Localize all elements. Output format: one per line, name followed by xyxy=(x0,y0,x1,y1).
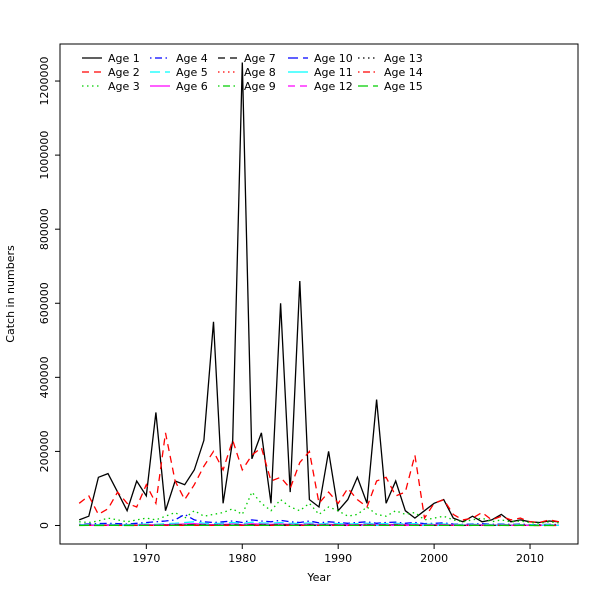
y-tick-label: 1200000 xyxy=(38,57,51,106)
legend-label: Age 2 xyxy=(108,66,140,79)
legend-item-age-11: Age 11 xyxy=(288,66,353,79)
legend-label: Age 15 xyxy=(384,80,423,93)
series-lines xyxy=(79,63,559,526)
legend-item-age-13: Age 13 xyxy=(358,52,423,65)
y-tick-label: 0 xyxy=(38,522,51,529)
legend-item-age-8: Age 8 xyxy=(218,66,276,79)
legend-item-age-3: Age 3 xyxy=(82,80,140,93)
legend-item-age-15: Age 15 xyxy=(358,80,423,93)
legend-label: Age 14 xyxy=(384,66,423,79)
legend-label: Age 4 xyxy=(176,52,208,65)
y-tick-label: 1000000 xyxy=(38,131,51,180)
legend-item-age-2: Age 2 xyxy=(82,66,140,79)
legend-item-age-7: Age 7 xyxy=(218,52,276,65)
legend-label: Age 12 xyxy=(314,80,353,93)
legend-item-age-6: Age 6 xyxy=(150,80,208,93)
legend-item-age-9: Age 9 xyxy=(218,80,276,93)
y-tick-label: 600000 xyxy=(38,282,51,324)
legend-item-age-5: Age 5 xyxy=(150,66,208,79)
legend-label: Age 3 xyxy=(108,80,140,93)
series-line-age-1 xyxy=(79,63,559,523)
legend-label: Age 11 xyxy=(314,66,353,79)
x-tick-label: 2010 xyxy=(516,552,544,565)
legend-label: Age 8 xyxy=(244,66,276,79)
x-axis: 1970 1980 1990 2000 2010 xyxy=(132,544,544,565)
y-axis: 0 200000 400000 600000 800000 1000000 1200000 xyxy=(38,57,60,529)
plot-border xyxy=(60,44,578,544)
legend-label: Age 5 xyxy=(176,66,208,79)
legend-item-age-12: Age 12 xyxy=(288,80,353,93)
legend-label: Age 9 xyxy=(244,80,276,93)
legend-label: Age 13 xyxy=(384,52,423,65)
y-tick-label: 800000 xyxy=(38,208,51,250)
legend-item-age-4: Age 4 xyxy=(150,52,208,65)
legend-item-age-1: Age 1 xyxy=(82,52,140,65)
y-tick-label: 200000 xyxy=(38,430,51,472)
legend-label: Age 7 xyxy=(244,52,276,65)
y-tick-label: 400000 xyxy=(38,356,51,398)
series-line-age-2 xyxy=(79,433,559,523)
x-axis-label: Year xyxy=(306,571,331,584)
legend-label: Age 6 xyxy=(176,80,208,93)
x-tick-label: 2000 xyxy=(420,552,448,565)
x-tick-label: 1980 xyxy=(228,552,256,565)
x-tick-label: 1970 xyxy=(132,552,160,565)
legend-item-age-14: Age 14 xyxy=(358,66,423,79)
legend-item-age-10: Age 10 xyxy=(288,52,353,65)
y-axis-label: Catch in numbers xyxy=(4,245,17,343)
legend-label: Age 10 xyxy=(314,52,353,65)
x-tick-label: 1990 xyxy=(324,552,352,565)
legend-label: Age 1 xyxy=(108,52,140,65)
